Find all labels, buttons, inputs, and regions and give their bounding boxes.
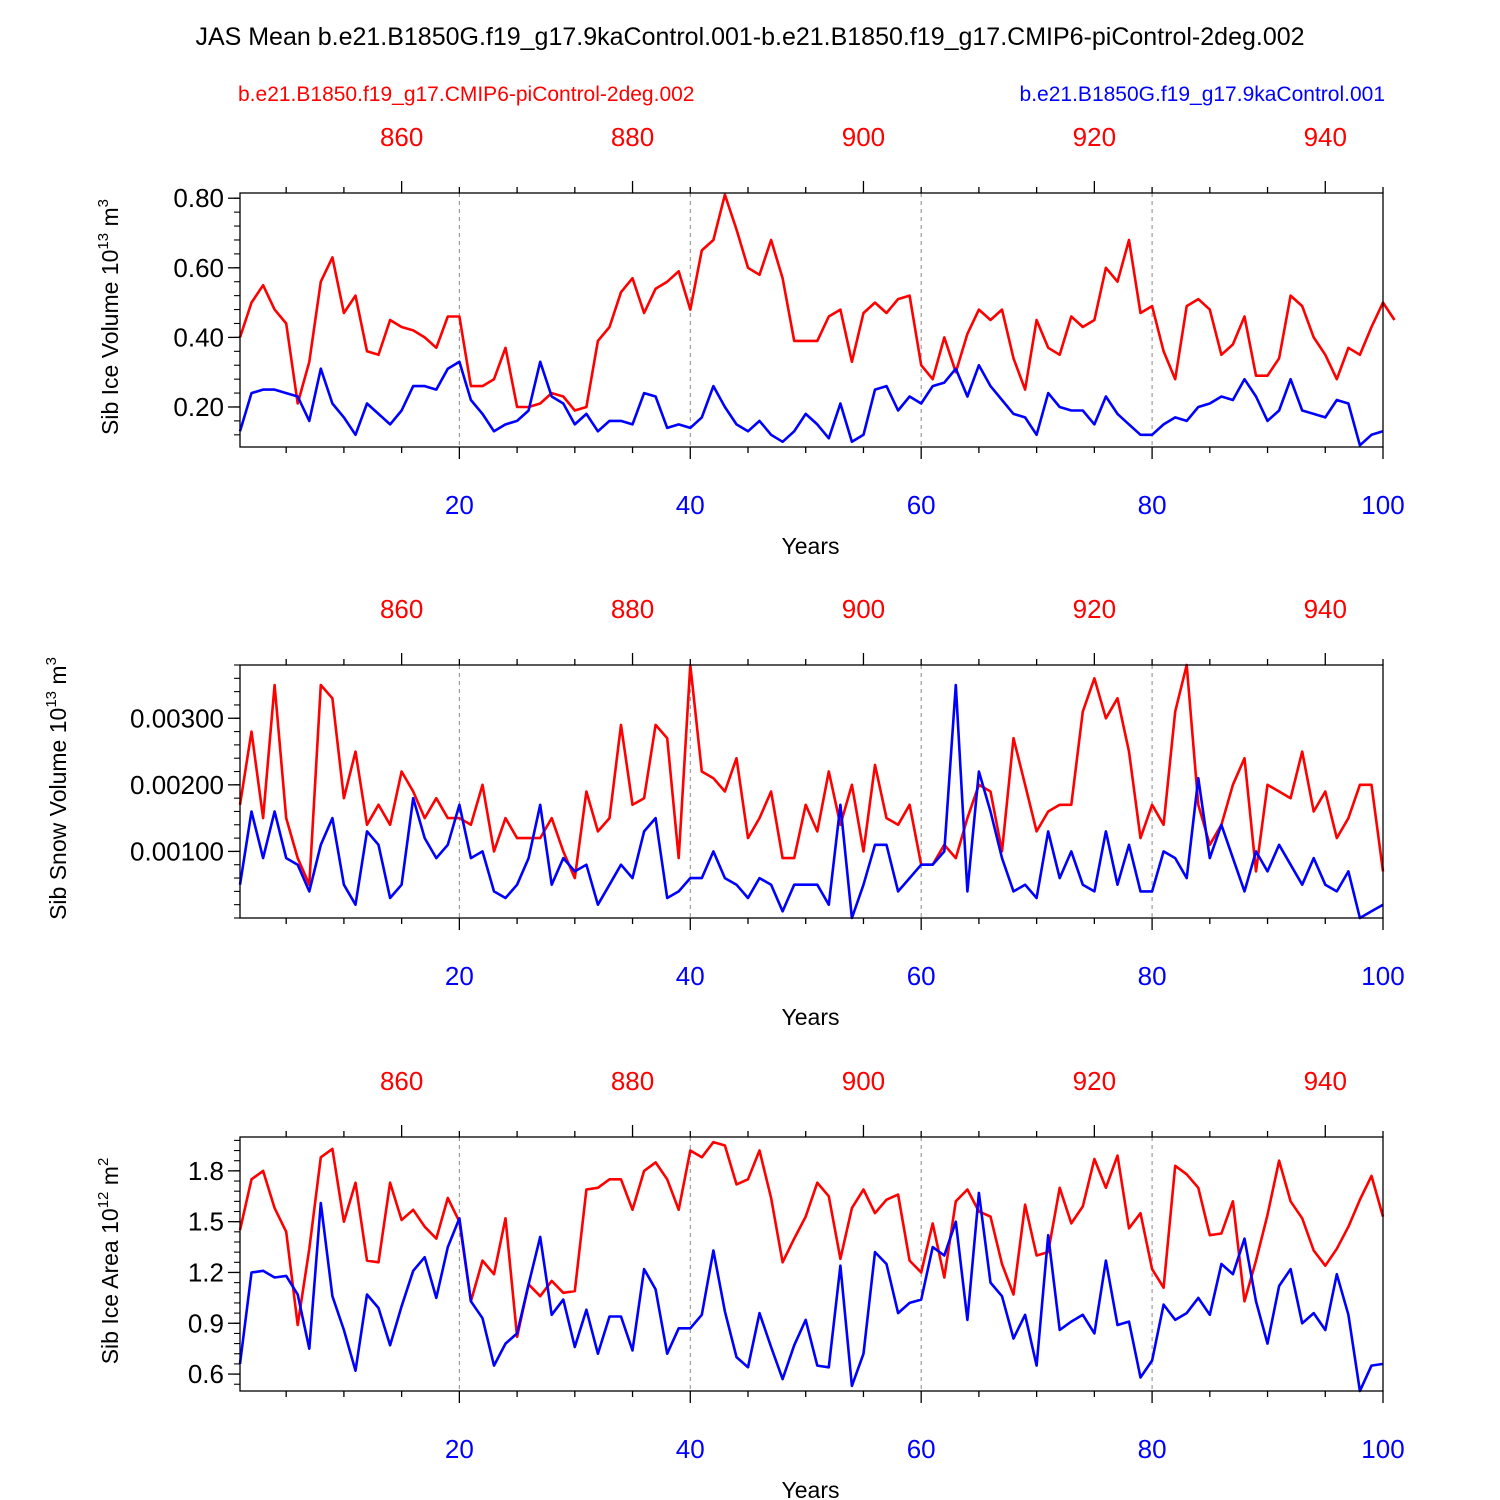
x-axis-label: Years [782, 533, 840, 559]
x-tick-label-bottom: 60 [907, 961, 936, 991]
y-tick-label: 0.6 [188, 1359, 224, 1389]
y-axis-label-part: Sib Ice Area 10 [97, 1208, 123, 1364]
figure-title: JAS Mean b.e21.B1850G.f19_g17.9kaControl… [195, 23, 1304, 51]
x-tick-label-bottom: 20 [445, 1434, 474, 1464]
x-tick-label-bottom: 80 [1138, 1434, 1167, 1464]
x-axis-label: Years [782, 1477, 840, 1500]
x-tick-label-bottom: 40 [676, 490, 705, 520]
x-tick-label-top: 900 [842, 122, 885, 152]
x-tick-label-top: 880 [611, 122, 654, 152]
y-axis-label-part: 3 [95, 199, 112, 207]
panel-snow-volume: 20 40 60 80 100 860 880 900 920 940 0.00100 0.00200… [43, 594, 1405, 1030]
y-tick-label: 0.80 [173, 183, 224, 213]
x-tick-label-top: 900 [842, 594, 885, 624]
x-tick-label-bottom: 20 [445, 490, 474, 520]
y-tick-label: 0.9 [188, 1308, 224, 1338]
panel-ice-area: 20 40 60 80 100 860 880 900 920 940 0.6 0.9 1.2 1.5 1.… [95, 1066, 1405, 1500]
y-tick-label: 0.20 [173, 392, 224, 422]
y-tick-label: 1.2 [188, 1257, 224, 1287]
y-tick-label: 1.8 [188, 1156, 224, 1186]
x-tick-label-top: 920 [1073, 594, 1116, 624]
y-tick-label: 0.00200 [130, 770, 224, 800]
y-axis-label-part: 12 [95, 1192, 112, 1209]
series-line-blue [238, 360, 1384, 447]
y-axis-label-part: Sib Snow Volume 10 [45, 708, 71, 920]
y-axis-label-part: Sib Ice Volume 10 [97, 250, 123, 435]
x-tick-label-bottom: 60 [907, 1434, 936, 1464]
y-axis-label: Sib Ice Area 1012 m2 [95, 1158, 123, 1365]
x-tick-label-top: 860 [380, 1066, 423, 1096]
y-tick-label: 0.00100 [130, 836, 224, 866]
x-axis-label: Years [782, 1004, 840, 1030]
y-axis-label-part: m [97, 1166, 123, 1192]
plot-frame [239, 1136, 1384, 1392]
series-line-red [238, 1140, 1385, 1339]
y-axis-label-part: 3 [43, 657, 60, 665]
x-tick-label-bottom: 40 [676, 961, 705, 991]
x-tick-label-top: 860 [380, 122, 423, 152]
series-line-blue [238, 683, 1384, 920]
series-line-blue [238, 1191, 1384, 1393]
x-tick-label-top: 940 [1304, 1066, 1347, 1096]
y-axis-label: Sib Ice Volume 1013 m3 [95, 199, 123, 435]
y-tick-label: 0.00300 [130, 703, 224, 733]
x-tick-label-top: 940 [1304, 122, 1347, 152]
x-tick-label-top: 880 [611, 1066, 654, 1096]
x-tick-label-bottom: 80 [1138, 490, 1167, 520]
plot-frame [239, 664, 1384, 919]
x-tick-label-top: 940 [1304, 594, 1347, 624]
y-axis-label-part: m [97, 207, 123, 233]
x-tick-label-bottom: 40 [676, 1434, 705, 1464]
series-line-red [238, 193, 1396, 412]
x-tick-label-top: 900 [842, 1066, 885, 1096]
x-tick-label-top: 860 [380, 594, 423, 624]
series-line-red [238, 663, 1385, 887]
plot-frame [239, 192, 1384, 448]
x-tick-label-bottom: 100 [1361, 1434, 1404, 1464]
legend-red-label: b.e21.B1850.f19_g17.CMIP6-piControl-2deg… [238, 83, 694, 106]
y-tick-label: 0.40 [173, 322, 224, 352]
panel-ice-volume: 20 40 60 80 100 860 880 900 920 940 0.20 0.40 0.60 0.… [95, 122, 1405, 559]
y-tick-label: 1.5 [188, 1207, 224, 1237]
x-tick-label-bottom: 100 [1361, 490, 1404, 520]
y-axis-label-part: 13 [43, 691, 60, 708]
x-tick-label-top: 880 [611, 594, 654, 624]
x-tick-label-bottom: 100 [1361, 961, 1404, 991]
x-tick-label-top: 920 [1073, 122, 1116, 152]
y-axis-label-part: 2 [95, 1158, 112, 1166]
x-tick-label-bottom: 60 [907, 490, 936, 520]
y-axis-label-part: 13 [95, 233, 112, 250]
y-axis-label-part: m [45, 665, 71, 691]
y-axis-label: Sib Snow Volume 1013 m3 [43, 657, 71, 920]
x-tick-label-top: 920 [1073, 1066, 1116, 1096]
x-tick-label-bottom: 20 [445, 961, 474, 991]
y-tick-label: 0.60 [173, 253, 224, 283]
legend-blue-label: b.e21.B1850G.f19_g17.9kaControl.001 [1020, 83, 1385, 106]
x-tick-label-bottom: 80 [1138, 961, 1167, 991]
